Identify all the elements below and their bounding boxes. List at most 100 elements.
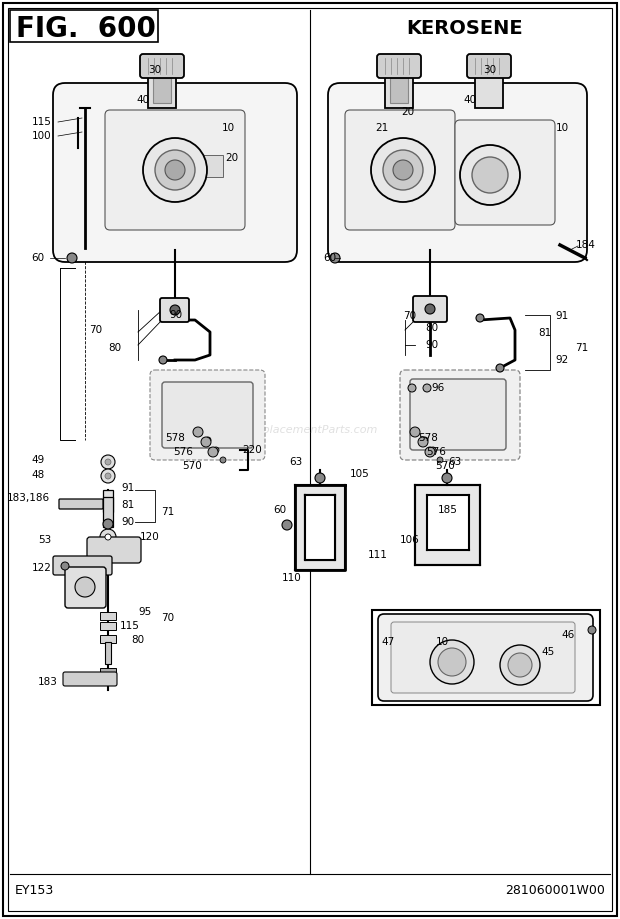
- Bar: [100, 668, 116, 672]
- Text: 576: 576: [173, 447, 193, 457]
- FancyBboxPatch shape: [455, 120, 555, 225]
- Text: 185: 185: [438, 505, 458, 515]
- Bar: [103, 490, 113, 512]
- Text: 20: 20: [401, 107, 415, 117]
- Circle shape: [100, 529, 116, 545]
- Text: KEROSENE: KEROSENE: [407, 19, 523, 39]
- FancyBboxPatch shape: [87, 537, 141, 563]
- Circle shape: [496, 364, 504, 372]
- Circle shape: [425, 447, 435, 457]
- Circle shape: [476, 314, 484, 322]
- Text: 570: 570: [182, 461, 202, 471]
- Bar: [385, 73, 413, 108]
- Bar: [372, 610, 600, 705]
- FancyBboxPatch shape: [150, 370, 265, 460]
- Bar: [148, 73, 176, 108]
- FancyBboxPatch shape: [345, 110, 455, 230]
- Circle shape: [425, 304, 435, 314]
- Circle shape: [105, 459, 111, 465]
- Text: 570: 570: [435, 461, 455, 471]
- Circle shape: [430, 447, 436, 453]
- Circle shape: [437, 457, 443, 463]
- Text: 70: 70: [89, 325, 102, 335]
- Text: 91: 91: [122, 483, 135, 493]
- Text: 95: 95: [138, 607, 152, 617]
- Circle shape: [442, 473, 452, 483]
- Text: 30: 30: [484, 65, 497, 75]
- FancyBboxPatch shape: [63, 672, 117, 686]
- Circle shape: [460, 145, 520, 205]
- FancyBboxPatch shape: [59, 499, 103, 509]
- Circle shape: [105, 473, 111, 479]
- Circle shape: [213, 447, 219, 453]
- Circle shape: [430, 640, 474, 684]
- Text: 80: 80: [131, 635, 144, 645]
- Text: 40: 40: [136, 95, 149, 105]
- Text: 60: 60: [273, 505, 286, 515]
- Circle shape: [159, 356, 167, 364]
- FancyBboxPatch shape: [410, 379, 506, 450]
- Bar: [427, 495, 469, 550]
- Text: 578: 578: [418, 433, 438, 443]
- Bar: [475, 73, 503, 108]
- Text: 30: 30: [148, 65, 162, 75]
- Text: 578: 578: [165, 433, 185, 443]
- Text: 120: 120: [140, 532, 160, 542]
- FancyBboxPatch shape: [65, 567, 106, 608]
- Text: 46: 46: [561, 630, 575, 640]
- Text: 92: 92: [556, 355, 569, 365]
- Text: 81: 81: [122, 500, 135, 510]
- Text: 183,186: 183,186: [6, 493, 50, 503]
- Bar: [153, 78, 171, 103]
- Bar: [103, 497, 113, 527]
- Text: 70: 70: [404, 311, 417, 321]
- Circle shape: [105, 534, 111, 540]
- Circle shape: [155, 150, 195, 190]
- FancyBboxPatch shape: [467, 54, 511, 78]
- Text: 60: 60: [324, 253, 337, 263]
- Text: 183: 183: [38, 677, 58, 687]
- Text: 49: 49: [32, 455, 45, 465]
- Text: 47: 47: [381, 637, 394, 647]
- Circle shape: [208, 447, 218, 457]
- Text: 20: 20: [226, 153, 239, 163]
- Text: 63: 63: [290, 457, 303, 467]
- Circle shape: [101, 469, 115, 483]
- FancyBboxPatch shape: [328, 83, 587, 262]
- Circle shape: [438, 648, 466, 676]
- Circle shape: [282, 520, 292, 530]
- Circle shape: [472, 157, 508, 193]
- FancyBboxPatch shape: [105, 110, 245, 230]
- FancyBboxPatch shape: [413, 296, 447, 322]
- Text: 80: 80: [425, 323, 438, 333]
- Circle shape: [220, 457, 226, 463]
- FancyBboxPatch shape: [162, 382, 253, 448]
- FancyBboxPatch shape: [415, 485, 480, 565]
- Text: 81: 81: [538, 328, 552, 338]
- FancyBboxPatch shape: [295, 485, 345, 570]
- Circle shape: [393, 160, 413, 180]
- Text: 53: 53: [38, 535, 51, 545]
- Bar: [105, 642, 111, 664]
- Bar: [100, 612, 116, 620]
- Circle shape: [422, 437, 428, 443]
- Text: 105: 105: [350, 469, 370, 479]
- Circle shape: [408, 384, 416, 392]
- Circle shape: [423, 384, 431, 392]
- Circle shape: [371, 138, 435, 202]
- Text: 60: 60: [32, 253, 45, 263]
- Text: 90: 90: [122, 517, 135, 527]
- Text: 115: 115: [120, 621, 140, 631]
- Circle shape: [165, 160, 185, 180]
- Circle shape: [508, 653, 532, 677]
- Text: 40: 40: [463, 95, 477, 105]
- Circle shape: [410, 427, 420, 437]
- Bar: [100, 635, 116, 643]
- Text: 90: 90: [425, 340, 438, 350]
- FancyBboxPatch shape: [53, 556, 112, 575]
- Circle shape: [75, 577, 95, 597]
- Text: 91: 91: [556, 311, 569, 321]
- Text: 115: 115: [32, 117, 52, 127]
- Circle shape: [143, 138, 207, 202]
- Text: 10: 10: [556, 123, 569, 133]
